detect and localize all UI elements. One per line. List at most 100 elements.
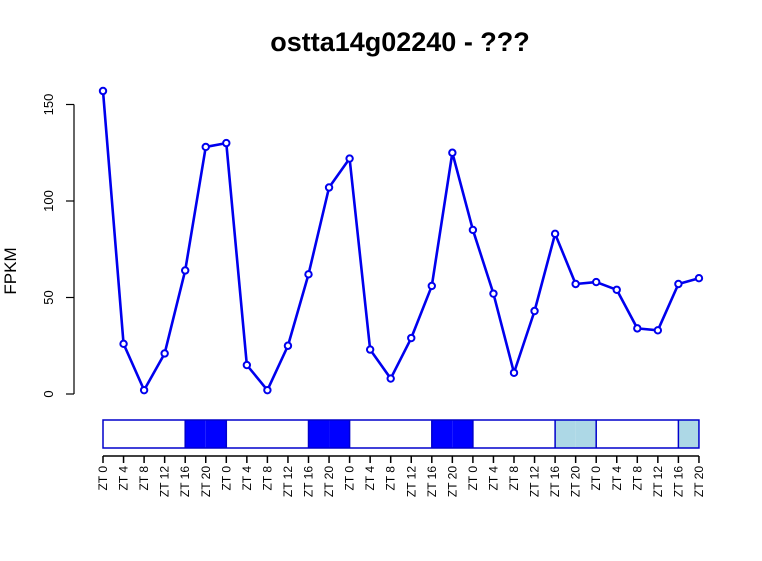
data-point <box>530 306 539 316</box>
light-bar-segment <box>349 420 371 448</box>
x-tick-label: ZT 16 <box>425 466 439 497</box>
light-bar-segment <box>472 420 494 448</box>
light-bar-segment <box>390 420 412 448</box>
data-point <box>489 289 498 298</box>
light-bar-segment <box>534 420 556 448</box>
light-bar-segment <box>144 420 165 448</box>
y-tick-label: 50 <box>41 290 56 304</box>
light-bar-segment <box>185 420 206 448</box>
light-bar-segment <box>657 420 679 448</box>
data-point <box>386 374 395 383</box>
data-point <box>448 148 457 157</box>
x-tick-label: ZT 16 <box>548 466 562 497</box>
x-tick-label: ZT 12 <box>281 466 295 497</box>
light-bar-segment <box>637 420 658 448</box>
data-point <box>633 324 642 333</box>
y-axis: 0 50 100 150 <box>41 94 75 398</box>
light-bar-segment <box>226 420 247 448</box>
light-dark-bar <box>102 419 700 449</box>
light-bar-segment <box>246 420 268 448</box>
data-point <box>365 345 375 354</box>
light-bar-segment <box>596 420 617 448</box>
light-bar-border <box>102 419 700 449</box>
x-tick-label: ZT 0 <box>589 466 603 491</box>
data-point <box>263 385 272 395</box>
light-bar-segment <box>431 420 453 448</box>
data-point <box>592 277 601 287</box>
light-bar-segment <box>164 420 186 448</box>
data-point <box>468 225 478 235</box>
x-tick-label: ZT 8 <box>384 466 398 491</box>
data-point <box>550 229 560 239</box>
light-bar-segment <box>555 420 576 448</box>
x-tick-label: ZT 16 <box>178 466 192 497</box>
light-bar-segment <box>575 420 597 448</box>
light-bar-segment <box>205 420 227 448</box>
light-bar-segment <box>616 420 638 448</box>
light-bar-segment <box>267 420 288 448</box>
x-tick-label: ZT 0 <box>96 466 110 491</box>
data-point <box>98 86 108 96</box>
x-tick-label: ZT 4 <box>486 466 500 491</box>
x-tick-label: ZT 8 <box>260 466 274 491</box>
light-bar-segment <box>493 420 514 448</box>
x-tick-label: ZT 4 <box>363 466 377 491</box>
light-bar-segment <box>287 420 309 448</box>
x-tick-label: ZT 16 <box>671 466 685 497</box>
x-tick-label: ZT 20 <box>445 466 459 497</box>
light-bar-segment <box>308 420 330 448</box>
series-layer <box>98 86 704 395</box>
y-tick-label: 150 <box>41 94 56 116</box>
data-point <box>304 270 313 279</box>
x-tick-label: ZT 8 <box>630 466 644 491</box>
x-tick-label: ZT 4 <box>610 466 624 491</box>
data-point <box>201 142 210 152</box>
data-point <box>509 368 519 377</box>
x-tick-label: ZT 12 <box>404 466 418 497</box>
x-tick-label: ZT 16 <box>302 466 316 497</box>
x-tick-label: ZT 8 <box>507 466 521 491</box>
light-bar-segment <box>370 420 391 448</box>
light-bar-segment <box>514 420 535 448</box>
x-tick-label: ZT 4 <box>240 466 254 491</box>
x-axis: ZT 0 ZT 4 ZT 8 ZT 12 ZT 16 ZT 20 ZT 0 ZT 4 ZT 8 Z… <box>96 455 706 497</box>
light-bar-segment <box>123 420 145 448</box>
data-point <box>345 154 354 163</box>
light-bar-segment <box>678 420 699 448</box>
x-tick-label: ZT 20 <box>692 466 706 497</box>
data-point <box>119 339 128 349</box>
y-tick-label: 0 <box>41 390 56 397</box>
y-tick-label: 100 <box>41 190 56 212</box>
x-tick-label: ZT 12 <box>651 466 665 497</box>
light-bar-segment <box>452 420 473 448</box>
data-point <box>181 266 190 275</box>
x-tick-label: ZT 12 <box>158 466 172 497</box>
x-tick-label: ZT 0 <box>466 466 480 491</box>
data-point <box>324 183 334 192</box>
data-point <box>407 333 416 343</box>
x-tick-label: ZT 0 <box>343 466 357 491</box>
data-point <box>427 281 436 291</box>
x-tick-label: ZT 20 <box>569 466 583 497</box>
y-axis-label: FPKM <box>1 247 20 294</box>
data-point <box>571 279 580 289</box>
x-tick-label: ZT 20 <box>199 466 213 497</box>
x-tick-label: ZT 4 <box>117 466 131 491</box>
data-point <box>283 341 293 350</box>
data-point <box>694 274 704 283</box>
data-point <box>222 138 231 148</box>
chart-title: ostta14g02240 - ??? <box>270 27 530 57</box>
data-point <box>160 349 169 358</box>
light-bar-segment <box>411 420 432 448</box>
x-tick-label: ZT 8 <box>137 466 151 491</box>
data-point <box>612 285 621 294</box>
x-tick-label: ZT 0 <box>219 466 233 491</box>
data-point <box>139 385 149 395</box>
data-point <box>653 326 663 335</box>
light-bar-segment <box>329 420 350 448</box>
data-point <box>674 279 683 289</box>
x-tick-label: ZT 20 <box>322 466 336 497</box>
light-bar-segment <box>103 420 124 448</box>
x-tick-label: ZT 12 <box>528 466 542 497</box>
